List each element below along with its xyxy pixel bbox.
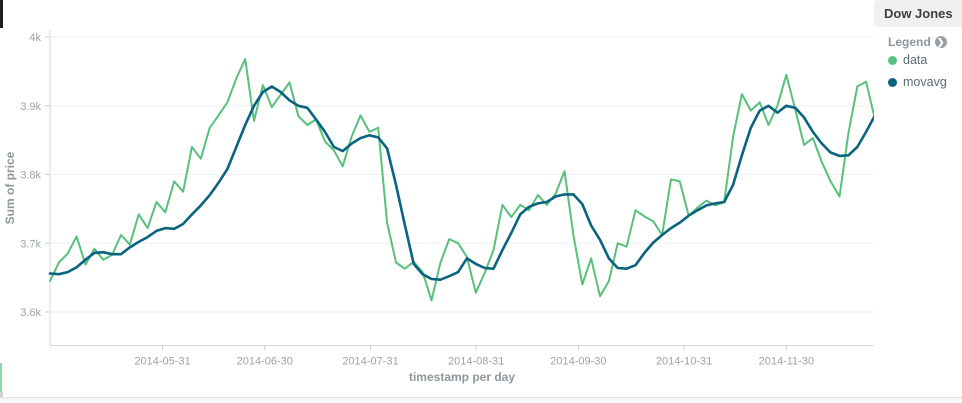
x-tick-label: 2014-11-30	[759, 356, 814, 368]
legend-item-label: data	[903, 53, 928, 67]
legend-item-list: data movavg	[874, 53, 962, 89]
screen-edge-artifact-bottom	[0, 392, 3, 398]
legend-toggle[interactable]: Legend ❯	[888, 35, 962, 49]
timeseries-chart: 4k 3.9k 3.8k 3.7k 3.6k 2014-05-31 2014-06-30 20…	[3, 30, 877, 384]
data-series-swatch	[888, 55, 897, 65]
panel-title: Dow Jones	[884, 6, 953, 21]
y-axis-title: Sum of price	[3, 151, 17, 224]
x-tick-label: 2014-05-31	[134, 356, 190, 368]
adjacent-chart-edge-artifact	[0, 363, 2, 393]
y-tick-label: 3.8k	[20, 170, 41, 182]
panel-bottom-border	[0, 397, 962, 398]
x-tick-label: 2014-08-31	[448, 356, 504, 368]
y-tick-label: 3.7k	[20, 238, 41, 250]
plot-area-brush-target[interactable]	[50, 30, 875, 346]
data-series-line	[49, 58, 876, 302]
legend-panel: Dow Jones Legend ❯ data movavg	[874, 0, 962, 390]
movavg-series-line	[48, 85, 877, 282]
x-tick-label: 2014-09-30	[550, 356, 606, 368]
movavg-series-swatch	[888, 77, 897, 87]
page-background-strip	[0, 398, 962, 403]
legend-collapse-icon[interactable]: ❯	[934, 36, 947, 48]
legend-item-movavg[interactable]: movavg	[888, 75, 962, 89]
legend-item-label: movavg	[903, 75, 947, 89]
y-tick-label: 4k	[29, 32, 41, 44]
y-tick-label: 3.6k	[20, 307, 41, 319]
x-axis-title: timestamp per day	[409, 370, 515, 384]
screen-edge-artifact-top	[0, 0, 3, 28]
x-tick-label: 2014-06-30	[237, 356, 293, 368]
legend-heading-label: Legend	[888, 35, 931, 49]
panel-header: Dow Jones	[874, 0, 962, 27]
x-tick-label: 2014-10-31	[656, 356, 712, 368]
y-tick-label: 3.9k	[20, 101, 41, 113]
legend-item-data[interactable]: data	[888, 53, 962, 67]
x-tick-label: 2014-07-31	[342, 356, 398, 368]
